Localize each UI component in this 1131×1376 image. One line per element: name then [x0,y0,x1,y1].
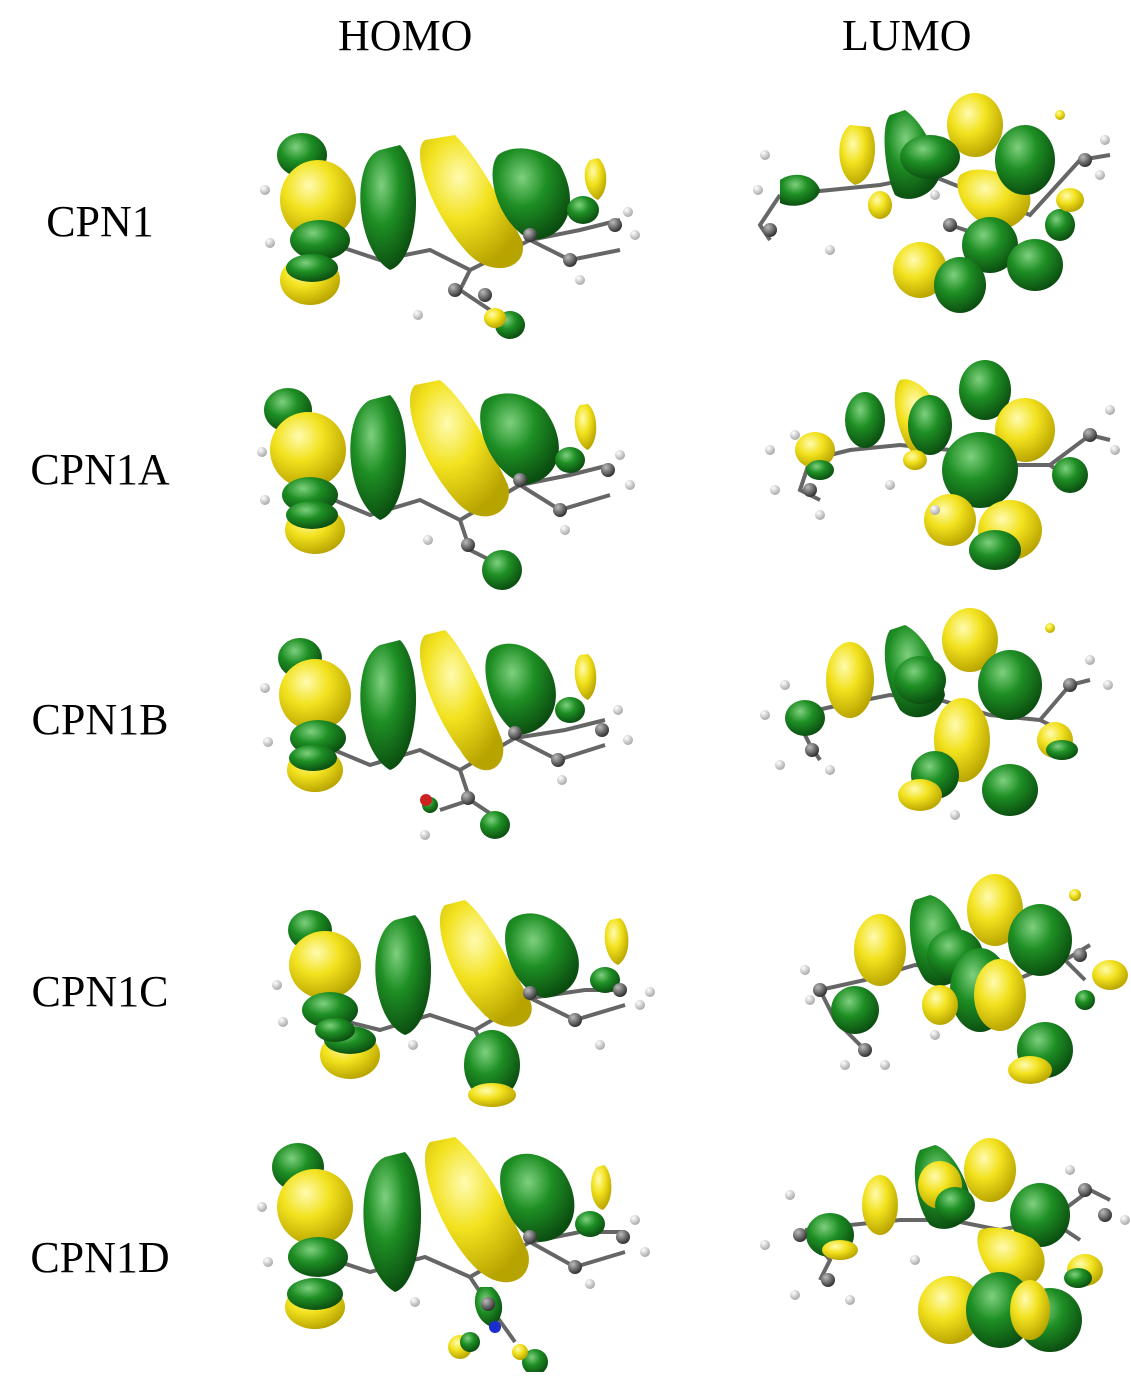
row-label-cpn1a: CPN1A [30,445,170,494]
row-label-cpn1c: CPN1C [31,967,169,1016]
lumo-orbital-cpn1b [740,600,1131,860]
homo-orbital-cpn1b [240,610,680,870]
row-label-cpn1b: CPN1B [31,695,169,744]
lumo-orbital-cpn1d [740,1110,1131,1370]
lumo-orbital-cpn1c [745,870,1131,1130]
homo-column-header: HOMO [338,11,473,60]
row-label-cpn1: CPN1 [46,197,154,246]
homo-orbital-cpn1a [240,360,680,620]
row-label-cpn1d: CPN1D [30,1233,170,1282]
homo-orbital-cpn1d [240,1112,680,1372]
lumo-orbital-cpn1 [740,85,1131,345]
homo-orbital-cpn1c [255,880,695,1140]
homo-orbital-cpn1 [240,100,680,360]
lumo-column-header: LUMO [842,11,972,60]
lumo-orbital-cpn1a [740,350,1131,610]
